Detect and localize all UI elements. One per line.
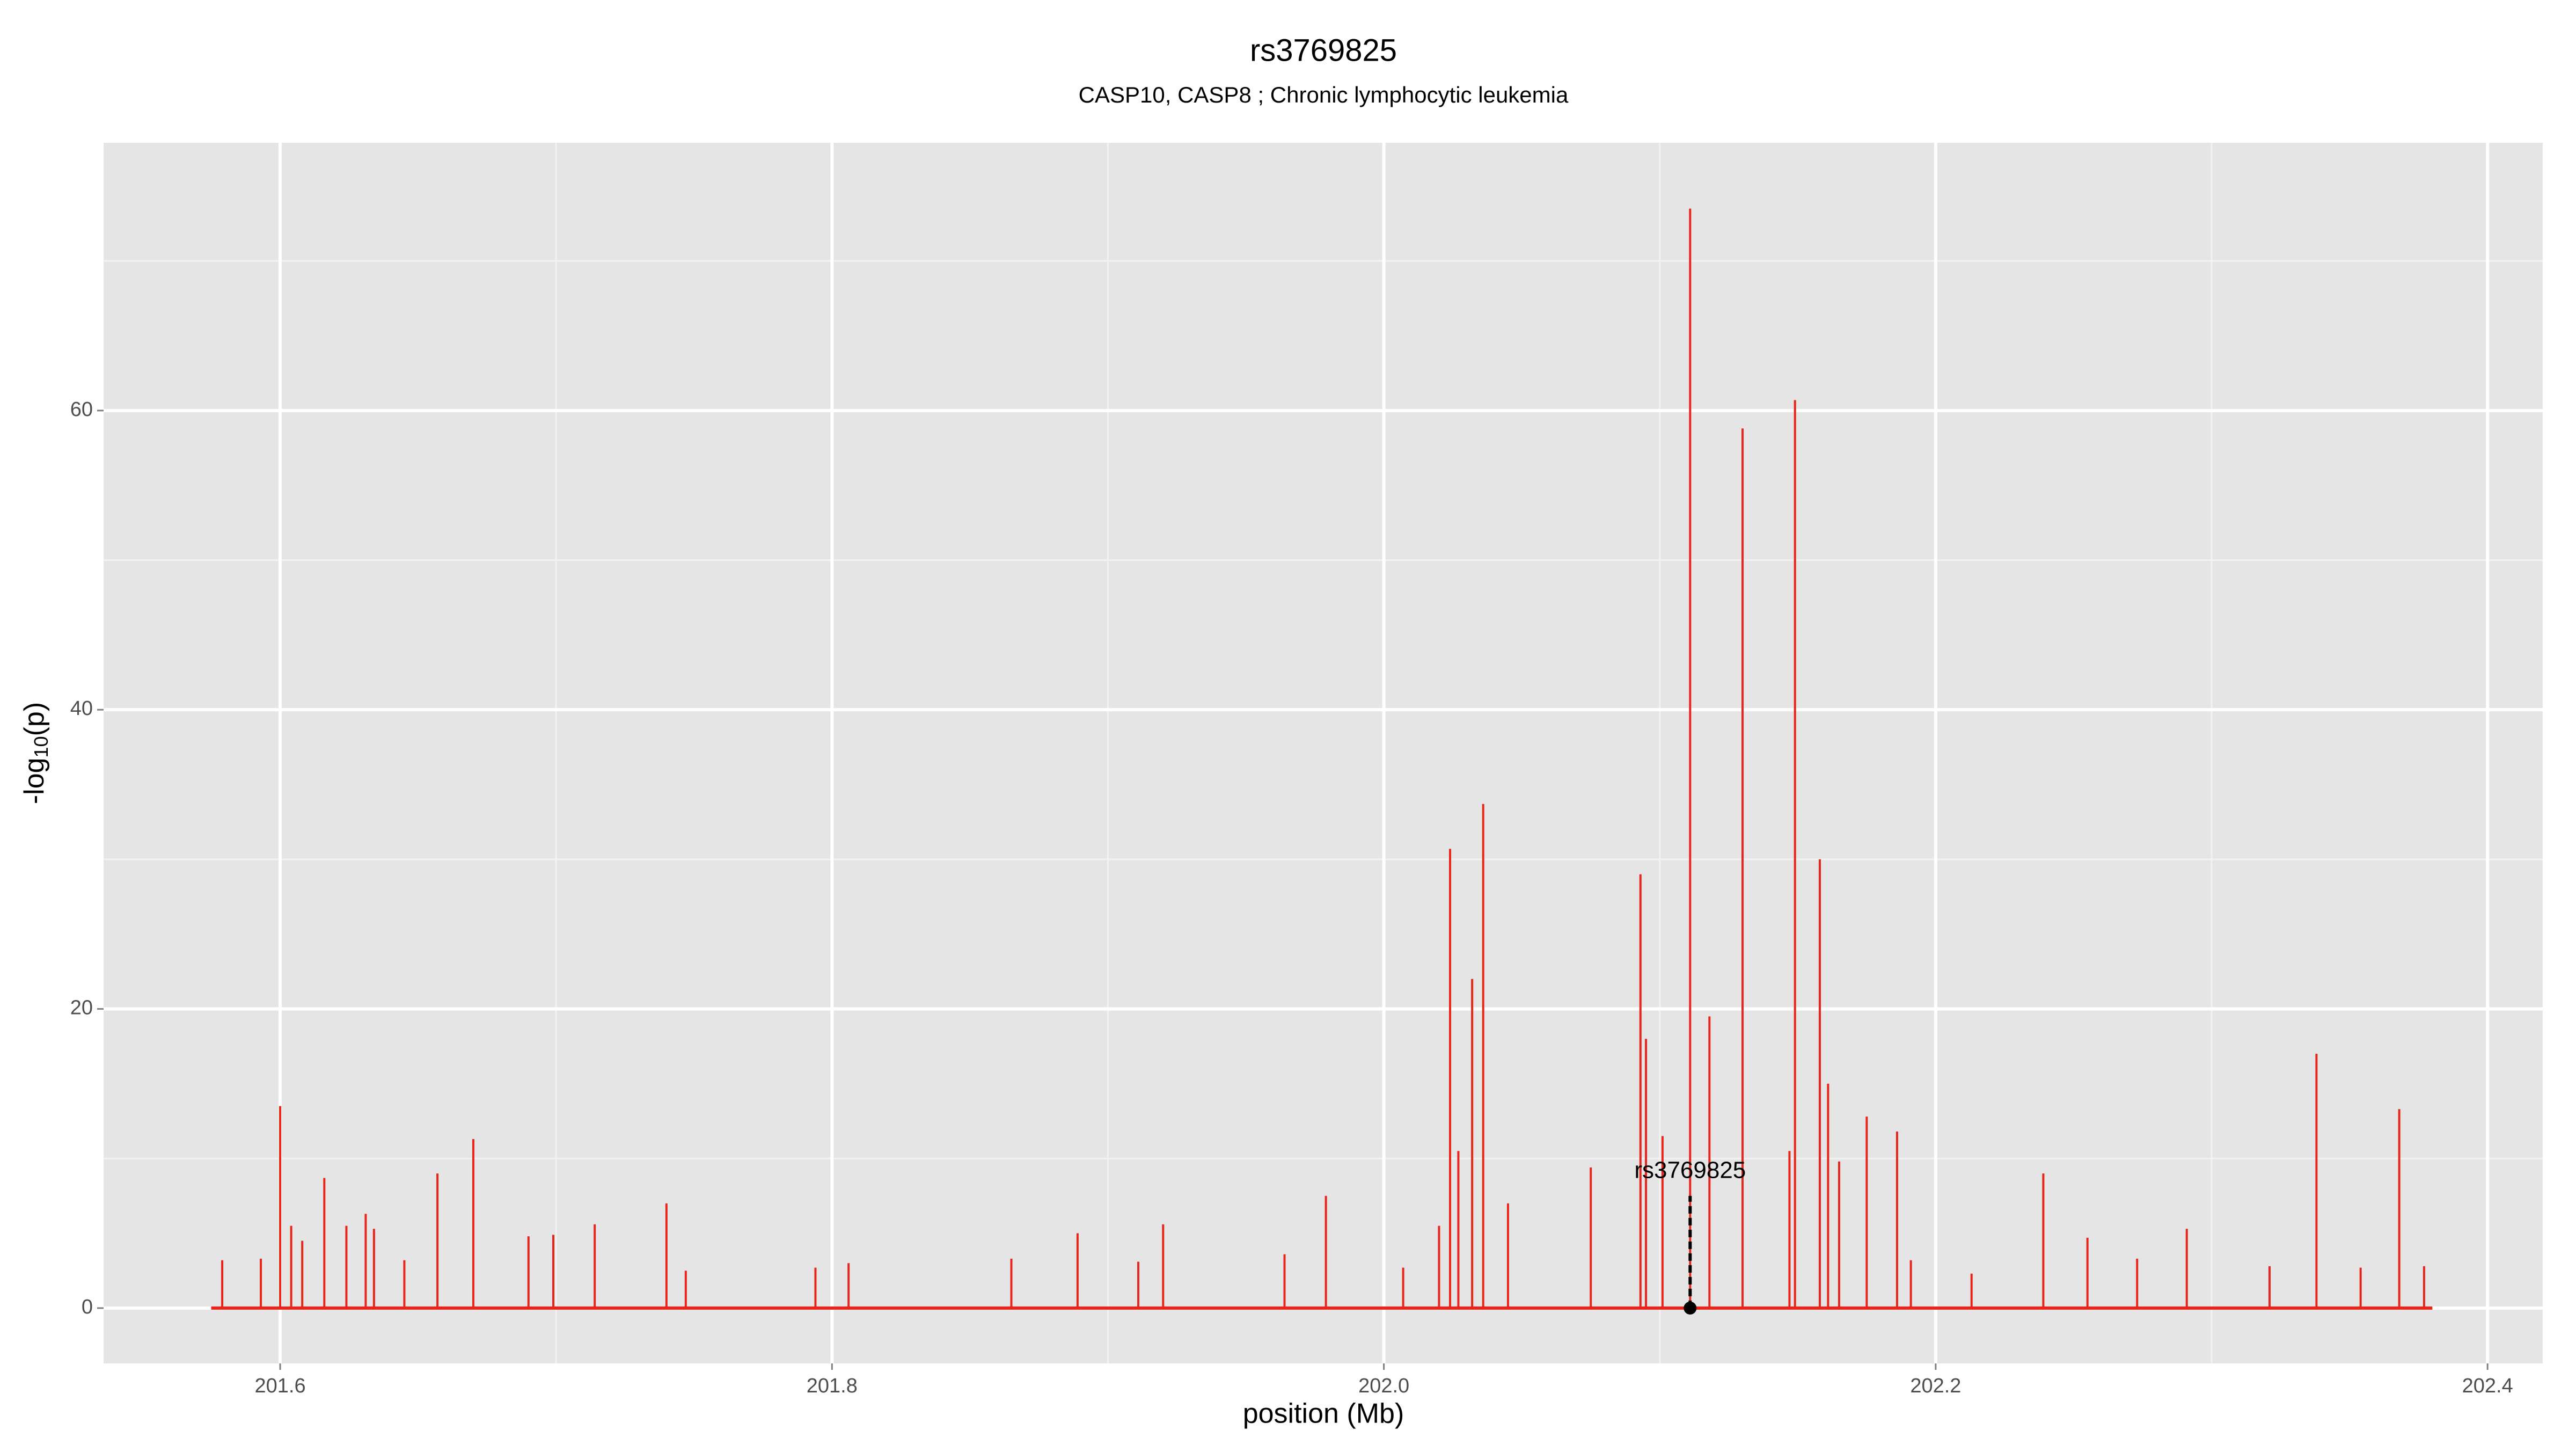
- x-tick-label: 202.0: [1358, 1375, 1409, 1397]
- x-tick-label: 202.4: [2462, 1375, 2513, 1397]
- y-axis-label: -log10(p): [19, 702, 52, 804]
- annotation-label: rs3769825: [1634, 1157, 1746, 1184]
- chart-title: rs3769825: [1250, 33, 1397, 68]
- x-tick-label: 201.8: [807, 1375, 858, 1397]
- chart-subtitle: CASP10, CASP8 ; Chronic lymphocytic leuk…: [1079, 82, 1569, 107]
- y-tick-label: 20: [70, 997, 93, 1019]
- x-axis-label: position (Mb): [1243, 1398, 1404, 1429]
- x-tick-label: 202.2: [1910, 1375, 1961, 1397]
- y-label-part: -log: [19, 757, 50, 804]
- y-tick-label: 40: [70, 697, 93, 720]
- marks: rs3769825: [211, 208, 2433, 1315]
- annotation-point: [1684, 1301, 1697, 1315]
- y-tick-label: 0: [82, 1296, 93, 1318]
- x-tick-label: 201.6: [255, 1375, 306, 1397]
- y-tick-label: 60: [70, 398, 93, 421]
- axes: 201.6 201.8 202.0 202.2 202.4 0 20 40 60: [70, 398, 2513, 1397]
- plot-panel: [104, 143, 2543, 1363]
- y-label-part: (p): [19, 702, 50, 736]
- y-label-sub: 10: [30, 736, 52, 757]
